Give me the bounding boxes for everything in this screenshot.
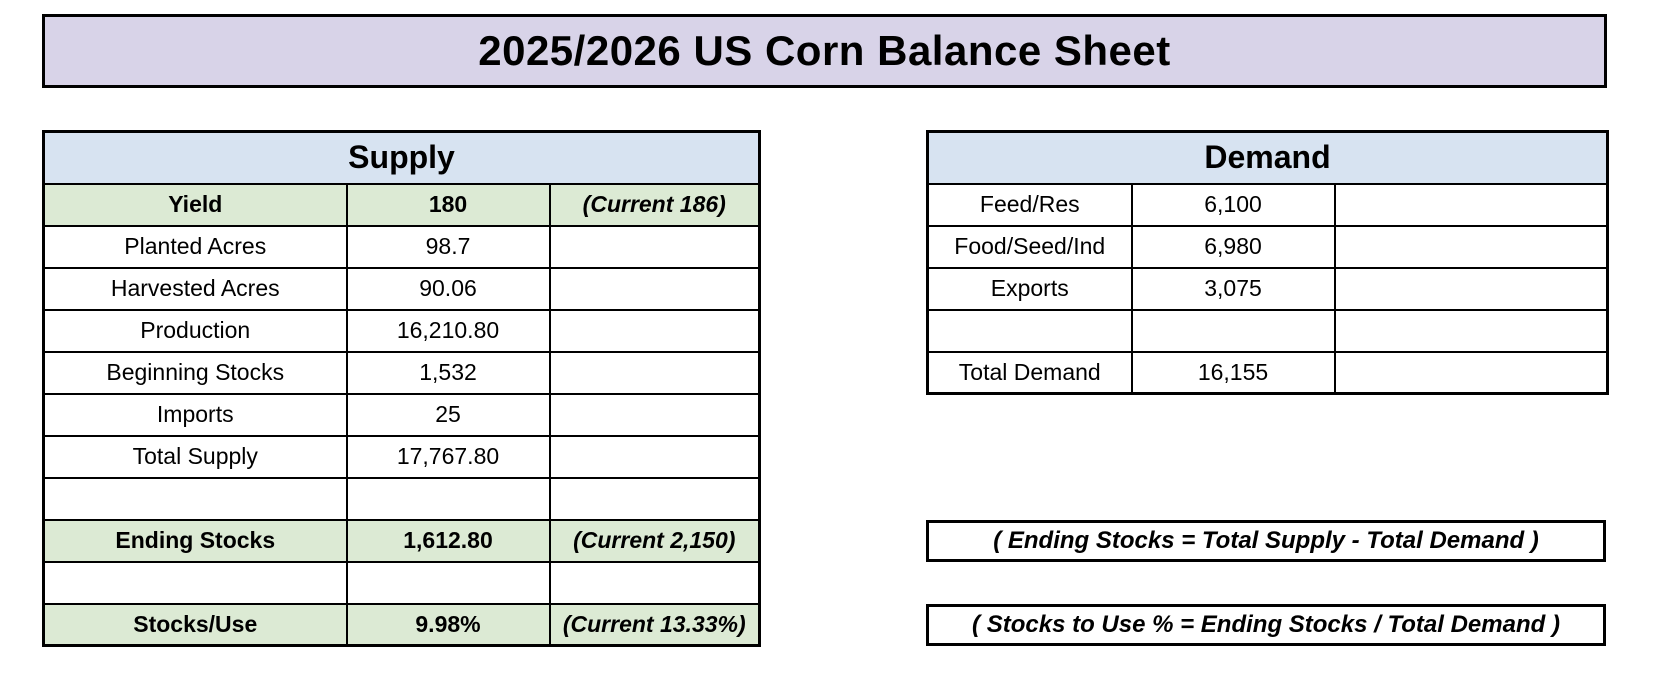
supply-cell-label[interactable]: Production (42, 308, 348, 353)
supply-cell-note[interactable] (548, 560, 761, 605)
demand-header-row: Demand (926, 130, 1609, 185)
supply-row-yield: Yield 180 (Current 186) (42, 182, 761, 227)
supply-cell-value[interactable] (345, 560, 551, 605)
supply-row-planted-acres: Planted Acres 98.7 (42, 224, 761, 269)
supply-cell-note[interactable] (548, 392, 761, 437)
supply-row-ending-stocks: Ending Stocks 1,612.80 (Current 2,150) (42, 518, 761, 563)
supply-row-stocks-use: Stocks/Use 9.98% (Current 13.33%) (42, 602, 761, 647)
formula-ending-stocks: ( Ending Stocks = Total Supply - Total D… (926, 520, 1606, 562)
supply-cell-value[interactable]: 1,612.80 (345, 518, 551, 563)
supply-cell-value[interactable]: 9.98% (345, 602, 551, 647)
demand-cell-value[interactable]: 6,100 (1130, 182, 1336, 227)
demand-cell-label[interactable]: Exports (926, 266, 1133, 311)
supply-cell-label[interactable] (42, 476, 348, 521)
supply-cell-note[interactable] (548, 350, 761, 395)
demand-cell-note[interactable] (1333, 266, 1609, 311)
demand-cell-note[interactable] (1333, 224, 1609, 269)
demand-cell-label[interactable]: Feed/Res (926, 182, 1133, 227)
supply-cell-value[interactable]: 98.7 (345, 224, 551, 269)
demand-cell-value[interactable] (1130, 308, 1336, 353)
demand-row-feed-res: Feed/Res 6,100 (926, 182, 1609, 227)
formula-stocks-to-use: ( Stocks to Use % = Ending Stocks / Tota… (926, 604, 1606, 646)
demand-cell-note[interactable] (1333, 350, 1609, 395)
supply-cell-value[interactable]: 17,767.80 (345, 434, 551, 479)
supply-cell-label[interactable]: Harvested Acres (42, 266, 348, 311)
demand-cell-value[interactable]: 6,980 (1130, 224, 1336, 269)
demand-cell-note[interactable] (1333, 182, 1609, 227)
supply-table: Supply Yield 180 (Current 186) Planted A… (42, 130, 762, 647)
demand-cell-note[interactable] (1333, 308, 1609, 353)
supply-cell-note[interactable] (548, 266, 761, 311)
demand-row-total-demand: Total Demand 16,155 (926, 350, 1609, 395)
demand-cell-label[interactable]: Total Demand (926, 350, 1133, 395)
supply-cell-value[interactable]: 1,532 (345, 350, 551, 395)
supply-row-production: Production 16,210.80 (42, 308, 761, 353)
supply-row-spacer (42, 560, 761, 605)
supply-cell-note[interactable]: (Current 2,150) (548, 518, 761, 563)
demand-row-food-seed-ind: Food/Seed/Ind 6,980 (926, 224, 1609, 269)
demand-cell-value[interactable]: 3,075 (1130, 266, 1336, 311)
demand-cell-label[interactable] (926, 308, 1133, 353)
supply-cell-note[interactable]: (Current 13.33%) (548, 602, 761, 647)
supply-cell-note[interactable] (548, 308, 761, 353)
supply-cell-value[interactable]: 16,210.80 (345, 308, 551, 353)
supply-cell-label[interactable]: Ending Stocks (42, 518, 348, 563)
demand-table: Demand Feed/Res 6,100 Food/Seed/Ind 6,98… (926, 130, 1609, 395)
supply-row-total-supply: Total Supply 17,767.80 (42, 434, 761, 479)
supply-cell-value[interactable] (345, 476, 551, 521)
demand-row-spacer (926, 308, 1609, 353)
supply-row-spacer (42, 476, 761, 521)
supply-cell-note[interactable] (548, 434, 761, 479)
supply-cell-label[interactable] (42, 560, 348, 605)
demand-row-exports: Exports 3,075 (926, 266, 1609, 311)
supply-cell-label[interactable]: Yield (42, 182, 348, 227)
supply-row-imports: Imports 25 (42, 392, 761, 437)
supply-row-beginning-stocks: Beginning Stocks 1,532 (42, 350, 761, 395)
supply-header-row: Supply (42, 130, 761, 185)
supply-table-header: Supply (42, 130, 761, 185)
supply-cell-note[interactable] (548, 476, 761, 521)
supply-cell-value[interactable]: 180 (345, 182, 551, 227)
supply-cell-value[interactable]: 25 (345, 392, 551, 437)
supply-cell-label[interactable]: Planted Acres (42, 224, 348, 269)
supply-row-harvested-acres: Harvested Acres 90.06 (42, 266, 761, 311)
demand-cell-value[interactable]: 16,155 (1130, 350, 1336, 395)
supply-cell-label[interactable]: Total Supply (42, 434, 348, 479)
demand-cell-label[interactable]: Food/Seed/Ind (926, 224, 1133, 269)
supply-cell-label[interactable]: Imports (42, 392, 348, 437)
supply-cell-label[interactable]: Stocks/Use (42, 602, 348, 647)
supply-cell-note[interactable] (548, 224, 761, 269)
supply-cell-value[interactable]: 90.06 (345, 266, 551, 311)
demand-table-header: Demand (926, 130, 1609, 185)
supply-cell-note[interactable]: (Current 186) (548, 182, 761, 227)
sheet-title: 2025/2026 US Corn Balance Sheet (42, 14, 1607, 88)
supply-cell-label[interactable]: Beginning Stocks (42, 350, 348, 395)
